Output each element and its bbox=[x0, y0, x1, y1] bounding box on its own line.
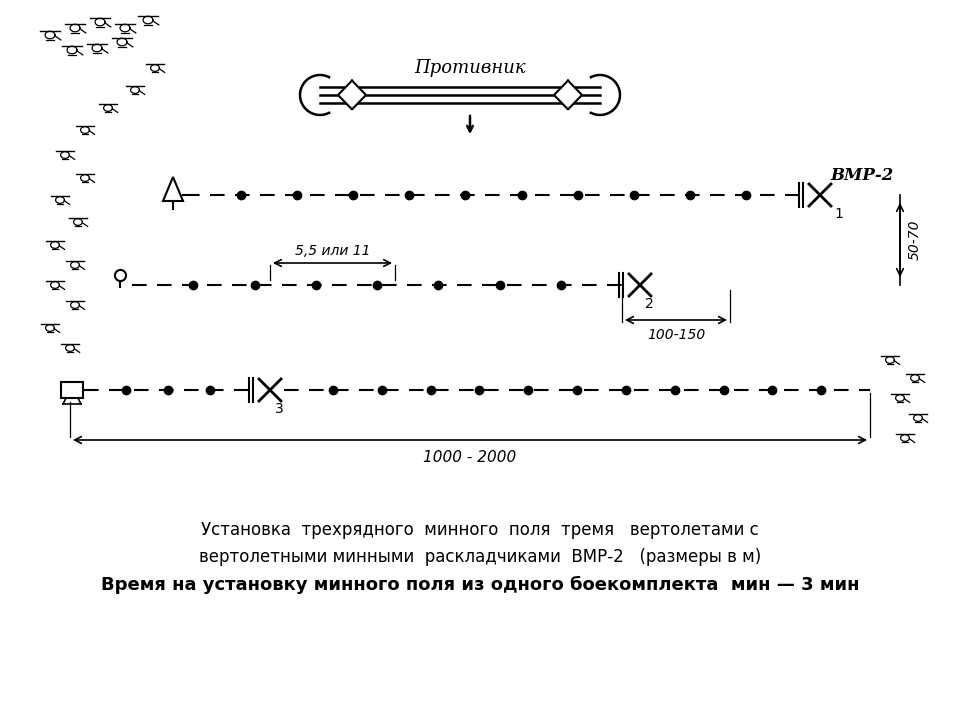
Text: 2: 2 bbox=[645, 297, 654, 311]
Polygon shape bbox=[338, 81, 366, 109]
Text: 1: 1 bbox=[834, 207, 843, 221]
Bar bbox=[61, 382, 83, 398]
Text: 1000 - 2000: 1000 - 2000 bbox=[423, 450, 516, 465]
Text: Время на установку минного поля из одного боекомплекта  мин — 3 мин: Время на установку минного поля из одног… bbox=[101, 576, 859, 594]
Text: ВМР-2: ВМР-2 bbox=[830, 166, 894, 184]
Text: 100-150: 100-150 bbox=[647, 328, 706, 342]
Text: Установка  трехрядного  минного  поля  тремя   вертолетами с: Установка трехрядного минного поля тремя… bbox=[202, 521, 758, 539]
Text: 5,5 или 11: 5,5 или 11 bbox=[295, 244, 371, 258]
Text: 3: 3 bbox=[275, 402, 284, 416]
Text: вертолетными минными  раскладчиками  ВМР-2   (размеры в м): вертолетными минными раскладчиками ВМР-2… bbox=[199, 548, 761, 566]
Text: Противник: Противник bbox=[414, 59, 526, 77]
Polygon shape bbox=[554, 81, 582, 109]
Text: 50-70: 50-70 bbox=[908, 220, 922, 260]
